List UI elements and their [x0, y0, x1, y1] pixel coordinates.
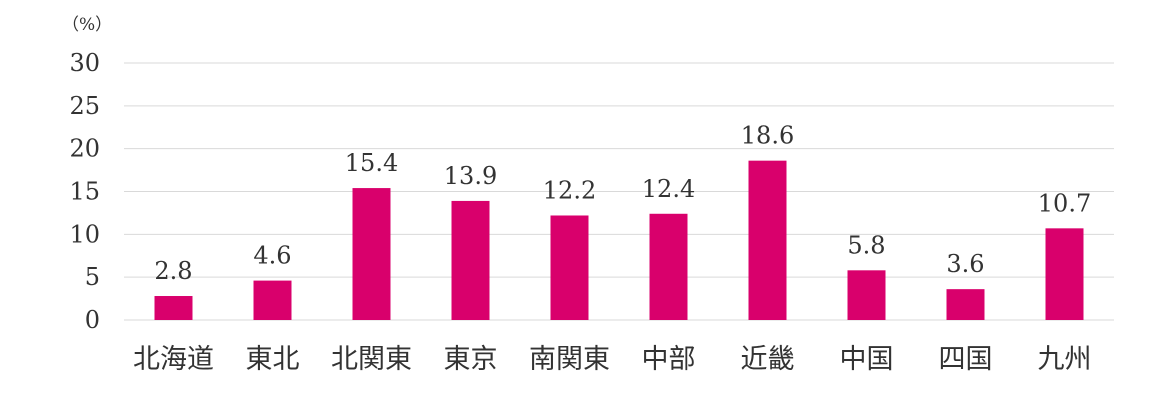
data-label: 2.8 [154, 257, 192, 285]
bar [946, 289, 985, 320]
category-label: 南関東 [529, 344, 610, 375]
category-label: 近畿 [741, 344, 795, 375]
bar [748, 160, 787, 320]
y-tick-label: 0 [85, 306, 100, 334]
category-label: 四国 [939, 344, 993, 375]
category-label: 北海道 [133, 344, 214, 375]
data-label: 13.9 [444, 162, 497, 190]
bar [352, 188, 391, 320]
data-label: 4.6 [253, 242, 291, 270]
y-tick-label: 15 [69, 178, 100, 206]
y-tick-label: 5 [85, 263, 100, 291]
y-tick-label: 20 [69, 135, 100, 163]
y-tick-label: 25 [69, 92, 100, 120]
data-label: 5.8 [847, 231, 885, 259]
y-unit-label: （%） [62, 15, 112, 35]
category-label: 九州 [1038, 344, 1092, 375]
category-label: 北関東 [331, 344, 412, 375]
bar [847, 270, 886, 320]
data-label: 12.2 [543, 176, 596, 204]
category-label: 東京 [444, 344, 498, 375]
bar [154, 296, 193, 320]
category-label: 中国 [840, 344, 894, 375]
x-axis-categories: 北海道 東北 北関東 東京 南関東 中部 近畿 中国 四国 九州 [133, 344, 1092, 375]
bars [154, 160, 1084, 320]
y-axis-ticks: 0 5 10 15 20 25 30 [69, 49, 100, 334]
y-tick-label: 30 [69, 49, 100, 77]
data-label: 3.6 [946, 250, 984, 278]
gridlines [124, 62, 1114, 321]
y-tick-label: 10 [69, 220, 100, 248]
data-label: 12.4 [642, 175, 695, 203]
bar [649, 213, 688, 320]
bar [1045, 228, 1084, 320]
data-label: 15.4 [345, 149, 398, 177]
data-label: 10.7 [1038, 189, 1091, 217]
data-labels: 2.8 4.6 15.4 13.9 12.2 12.4 18.6 5.8 3.6 10.7 [154, 122, 1091, 285]
bar [550, 215, 589, 320]
bar [451, 200, 490, 320]
category-label: 中部 [642, 344, 696, 375]
data-label: 18.6 [741, 122, 794, 150]
bar [253, 280, 292, 320]
category-label: 東北 [246, 344, 300, 375]
